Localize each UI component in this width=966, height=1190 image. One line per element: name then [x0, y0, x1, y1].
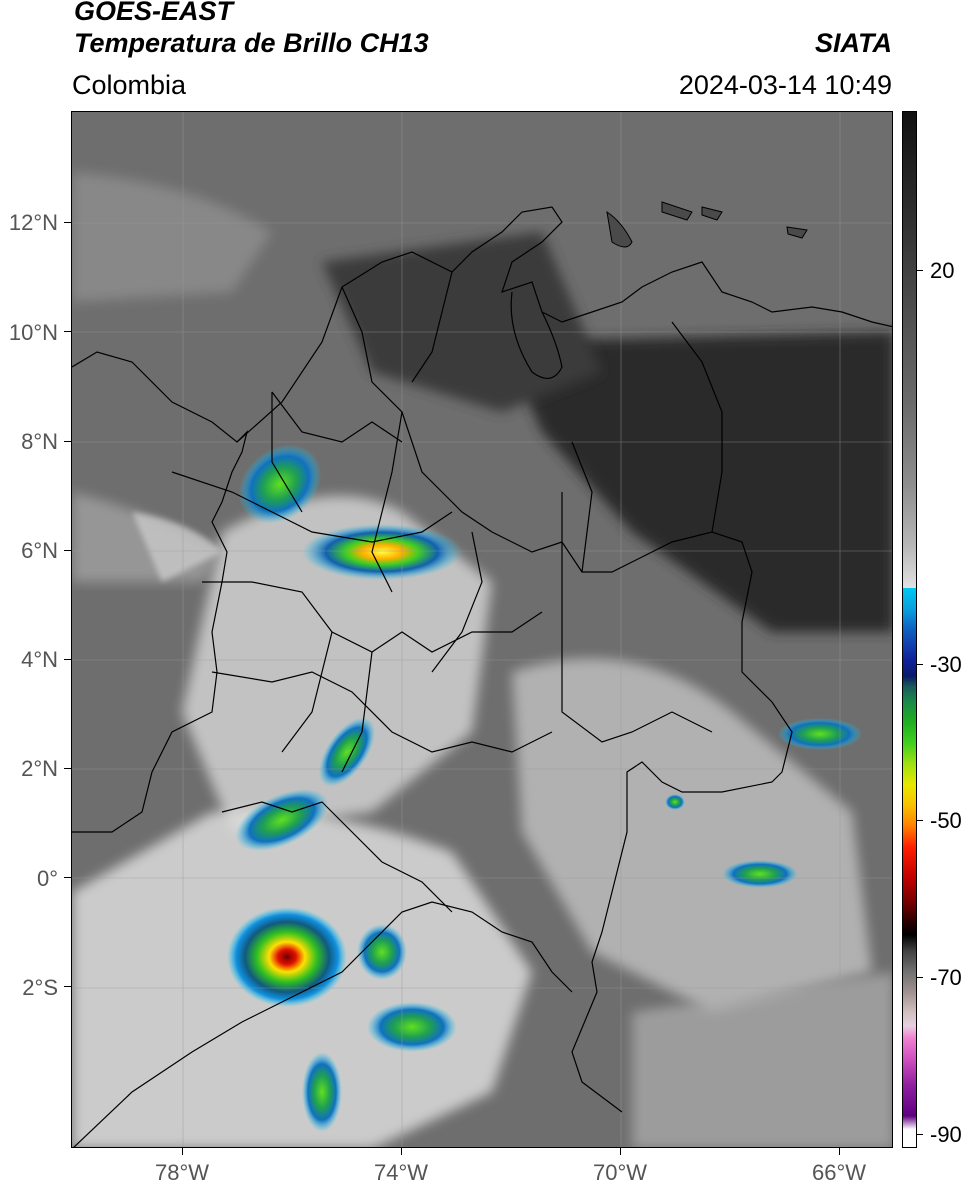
colorbar-label-neg70: -70 — [930, 965, 962, 990]
lon-tick — [182, 1148, 183, 1155]
lat-label-8n: 8°N — [21, 429, 58, 454]
satellite-title: GOES-EAST — [74, 0, 234, 26]
colorbar-tick — [917, 1134, 923, 1135]
lon-tick — [401, 1148, 402, 1155]
map-canvas — [72, 112, 892, 1147]
colorbar-label-20: 20 — [930, 258, 955, 283]
colorbar-label-neg30: -30 — [930, 652, 962, 677]
lat-label-2s: 2°S — [22, 975, 58, 1000]
source-label: SIATA — [815, 28, 892, 58]
lon-label-70w: 70°W — [592, 1160, 648, 1185]
lat-tick — [64, 550, 71, 551]
colorbar-tick — [917, 820, 923, 821]
lat-label-6n: 6°N — [21, 538, 58, 563]
lon-tick — [839, 1148, 840, 1155]
colorbar-tick — [917, 270, 923, 271]
lat-label-10n: 10°N — [8, 320, 58, 345]
lat-label-2n: 2°N — [21, 756, 58, 781]
lat-tick — [64, 331, 71, 332]
lon-label-66w: 66°W — [811, 1160, 867, 1185]
region-label: Colombia — [72, 70, 187, 100]
product-title: Temperatura de Brillo CH13 — [74, 28, 429, 58]
colorbar-tick — [917, 664, 923, 665]
lat-label-12n: 12°N — [8, 210, 58, 235]
lon-label-74w: 74°W — [373, 1160, 429, 1185]
colorbar-label-neg90: -90 — [930, 1122, 962, 1147]
lat-label-4n: 4°N — [21, 647, 58, 672]
lon-tick — [620, 1148, 621, 1155]
lat-tick — [64, 986, 71, 987]
lat-tick — [64, 877, 71, 878]
lat-tick — [64, 768, 71, 769]
lat-tick — [64, 441, 71, 442]
colorbar-tick — [917, 977, 923, 978]
lat-tick — [64, 659, 71, 660]
datetime-label: 2024-03-14 10:49 — [678, 70, 892, 100]
lon-label-78w: 78°W — [154, 1160, 210, 1185]
colorbar — [902, 111, 917, 1148]
colorbar-label-neg50: -50 — [930, 808, 962, 833]
lat-label-0: 0° — [36, 866, 58, 891]
lat-tick — [64, 222, 71, 223]
satellite-map[interactable] — [71, 111, 893, 1148]
